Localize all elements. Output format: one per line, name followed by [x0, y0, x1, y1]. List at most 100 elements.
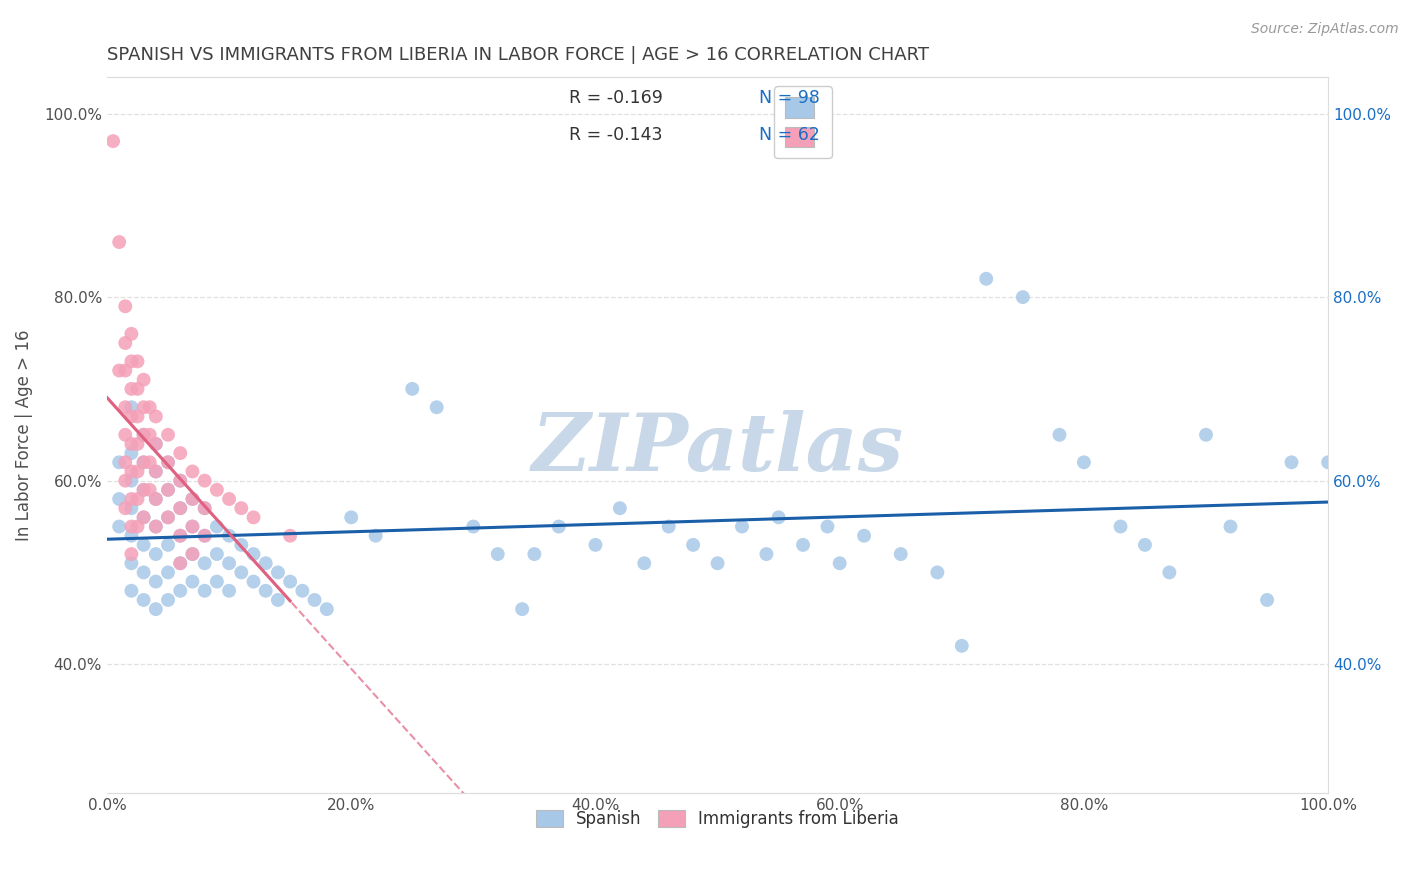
Point [205, 483, 228, 497]
Point [1219, 519, 1241, 533]
Text: N = 98: N = 98 [759, 88, 820, 107]
Point [731, 519, 754, 533]
Point [231, 538, 253, 552]
Point [169, 529, 191, 543]
Point [194, 529, 217, 543]
Point [157, 455, 180, 469]
Point [114, 401, 136, 415]
Point [194, 583, 217, 598]
Point [1256, 593, 1278, 607]
Point [169, 474, 191, 488]
Point [463, 519, 485, 533]
Point [278, 529, 301, 543]
Point [181, 574, 204, 589]
Point [401, 382, 423, 396]
Point [120, 519, 142, 533]
Point [1281, 455, 1303, 469]
Point [169, 583, 191, 598]
Point [138, 401, 160, 415]
Point [181, 465, 204, 479]
Point [108, 519, 131, 533]
Text: N = 62: N = 62 [759, 126, 820, 144]
Point [157, 455, 180, 469]
Point [120, 354, 142, 368]
Point [114, 299, 136, 313]
Point [132, 455, 155, 469]
Text: Source: ZipAtlas.com: Source: ZipAtlas.com [1251, 22, 1399, 37]
Point [510, 602, 533, 616]
Point [194, 501, 217, 516]
Point [1159, 566, 1181, 580]
Point [181, 547, 204, 561]
Point [364, 529, 387, 543]
Point [755, 547, 778, 561]
Text: SPANISH VS IMMIGRANTS FROM LIBERIA IN LABOR FORCE | AGE > 16 CORRELATION CHART: SPANISH VS IMMIGRANTS FROM LIBERIA IN LA… [107, 46, 929, 64]
Point [927, 566, 949, 580]
Point [138, 427, 160, 442]
Point [890, 547, 912, 561]
Point [114, 455, 136, 469]
Point [242, 547, 264, 561]
Point [169, 474, 191, 488]
Point [768, 510, 790, 524]
Point [547, 519, 569, 533]
Point [120, 437, 142, 451]
Point [132, 373, 155, 387]
Point [132, 510, 155, 524]
Point [127, 409, 149, 424]
Point [132, 566, 155, 580]
Point [1049, 427, 1071, 442]
Point [120, 547, 142, 561]
Point [1133, 538, 1156, 552]
Point [120, 491, 142, 506]
Point [145, 437, 167, 451]
Point [132, 483, 155, 497]
Point [157, 510, 180, 524]
Point [114, 474, 136, 488]
Point [231, 501, 253, 516]
Point [157, 566, 180, 580]
Point [853, 529, 876, 543]
Point [157, 483, 180, 497]
Point [108, 491, 131, 506]
Point [120, 401, 142, 415]
Point [1011, 290, 1033, 304]
Point [157, 510, 180, 524]
Point [157, 483, 180, 497]
Point [291, 583, 314, 598]
Point [132, 427, 155, 442]
Point [181, 491, 204, 506]
Point [120, 583, 142, 598]
Point [950, 639, 973, 653]
Point [633, 556, 655, 570]
Point [278, 574, 301, 589]
Point [145, 519, 167, 533]
Point [114, 501, 136, 516]
Point [108, 363, 131, 377]
Point [1109, 519, 1132, 533]
Point [145, 409, 167, 424]
Point [218, 529, 240, 543]
Point [120, 446, 142, 460]
Point [315, 602, 337, 616]
Point [157, 538, 180, 552]
Point [127, 437, 149, 451]
Point [1195, 427, 1218, 442]
Point [132, 427, 155, 442]
Point [181, 491, 204, 506]
Point [828, 556, 851, 570]
Point [120, 465, 142, 479]
Point [181, 519, 204, 533]
Point [145, 465, 167, 479]
Point [145, 465, 167, 479]
Point [218, 491, 240, 506]
Point [254, 556, 277, 570]
Point [169, 446, 191, 460]
Point [145, 547, 167, 561]
Point [523, 547, 546, 561]
Point [218, 583, 240, 598]
Point [108, 235, 131, 249]
Point [267, 566, 290, 580]
Point [127, 354, 149, 368]
Point [706, 556, 728, 570]
